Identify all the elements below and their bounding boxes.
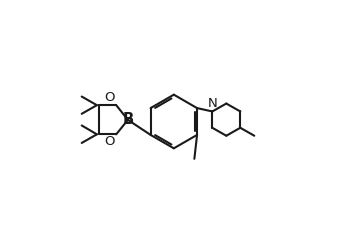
Text: O: O — [104, 135, 114, 148]
Text: N: N — [208, 97, 217, 110]
Text: O: O — [104, 91, 114, 104]
Text: B: B — [122, 112, 133, 127]
